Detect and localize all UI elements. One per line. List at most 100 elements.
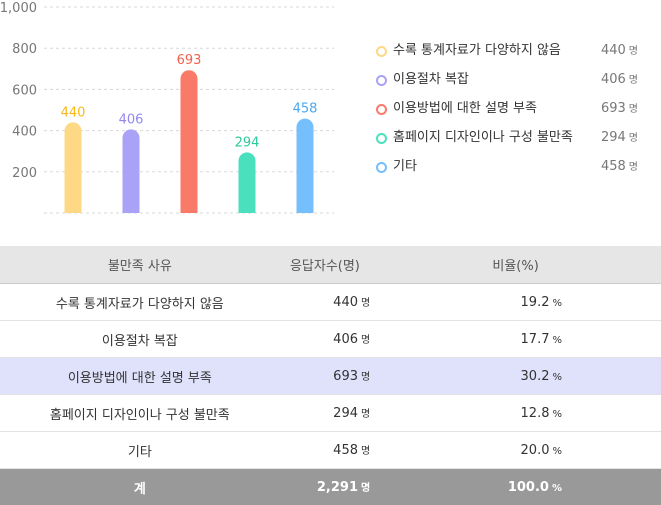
- bar: [123, 129, 140, 213]
- legend-label: 기타: [393, 156, 417, 178]
- dissatisfaction-table: 불만족 사유 응답자수(명) 비율(%) 수록 통계자료가 다양하지 않음 440…: [0, 246, 661, 505]
- legend-label: 수록 통계자료가 다양하지 않음: [393, 40, 561, 62]
- cell-reason-value: 홈페이지 디자인이나 구성 불만족: [50, 408, 230, 423]
- cell-ratio-value: 30.2: [521, 369, 550, 384]
- cell-ratio: 30.2%: [370, 358, 661, 395]
- cell-count-unit: 명: [361, 483, 370, 494]
- bar: [297, 119, 314, 213]
- bar-value-label: 458: [293, 102, 318, 117]
- y-tick-label: 600: [12, 83, 37, 98]
- cell-ratio-value: 20.0: [521, 443, 550, 458]
- legend-label: 이용방법에 대한 설명 부족: [393, 98, 537, 120]
- bar: [239, 152, 256, 213]
- cell-count-value: 294: [333, 406, 358, 421]
- cell-ratio-unit: %: [552, 335, 562, 346]
- legend-marker-icon: [376, 133, 387, 144]
- cell-count-value: 406: [333, 332, 358, 347]
- legend-value-number: 440: [601, 43, 626, 58]
- legend-value-number: 693: [601, 101, 626, 116]
- legend-value-number: 406: [601, 72, 626, 87]
- bar-value-label: 294: [235, 135, 260, 150]
- cell-ratio-unit: %: [552, 446, 562, 457]
- legend-unit: 명: [629, 133, 638, 144]
- legend-value-number: 458: [601, 159, 626, 174]
- header-count: 응답자수(명): [280, 246, 371, 284]
- legend-marker-icon: [376, 162, 387, 173]
- legend-unit: 명: [629, 75, 638, 86]
- cell-count-unit: 명: [361, 298, 370, 309]
- cell-reason-value: 기타: [128, 445, 152, 460]
- cell-ratio-unit: %: [552, 298, 562, 309]
- table-header-row: 불만족 사유 응답자수(명) 비율(%): [0, 246, 661, 284]
- y-tick-label: 200: [12, 166, 37, 181]
- cell-reason-value: 이용절차 복잡: [102, 334, 178, 349]
- cell-reason-value: 이용방법에 대한 설명 부족: [68, 371, 212, 386]
- cell-ratio-unit: %: [552, 483, 562, 494]
- cell-reason-value: 계: [134, 482, 146, 497]
- bar-value-label: 406: [119, 112, 144, 127]
- cell-ratio-unit: %: [552, 372, 562, 383]
- cell-ratio: 17.7%: [370, 321, 661, 358]
- cell-ratio-value: 19.2: [521, 295, 550, 310]
- cell-ratio: 100.0%: [370, 469, 661, 505]
- cell-reason: 계: [0, 469, 280, 505]
- bar: [65, 122, 82, 213]
- cell-ratio-value: 12.8: [521, 406, 550, 421]
- y-tick-label: 800: [12, 42, 37, 57]
- bar: [181, 70, 198, 213]
- cell-count-unit: 명: [361, 446, 370, 457]
- cell-ratio-value: 17.7: [521, 332, 550, 347]
- cell-ratio: 19.2%: [370, 284, 661, 321]
- cell-count-value: 458: [333, 443, 358, 458]
- cell-count-unit: 명: [361, 372, 370, 383]
- cell-ratio: 12.8%: [370, 395, 661, 432]
- cell-count-value: 2,291: [317, 480, 358, 495]
- cell-reason-value: 수록 통계자료가 다양하지 않음: [56, 297, 224, 312]
- header-ratio: 비율(%): [370, 246, 661, 284]
- legend-label: 홈페이지 디자인이나 구성 불만족: [393, 127, 573, 149]
- cell-count-unit: 명: [361, 335, 370, 346]
- cell-ratio-value: 100.0: [508, 480, 549, 495]
- cell-ratio: 20.0%: [370, 432, 661, 469]
- legend-unit: 명: [629, 46, 638, 57]
- cell-count-unit: 명: [361, 409, 370, 420]
- y-tick-label: 1,000: [0, 1, 37, 16]
- legend-value-number: 294: [601, 130, 626, 145]
- legend-marker-icon: [376, 104, 387, 115]
- cell-count-value: 440: [333, 295, 358, 310]
- cell-ratio-unit: %: [552, 409, 562, 420]
- cell-count-value: 693: [333, 369, 358, 384]
- legend-unit: 명: [629, 104, 638, 115]
- cell-reason: 수록 통계자료가 다양하지 않음: [0, 284, 280, 321]
- legend-label: 이용절차 복잡: [393, 69, 469, 91]
- cell-reason: 기타: [0, 432, 280, 469]
- legend-marker-icon: [376, 46, 387, 57]
- cell-reason: 홈페이지 디자인이나 구성 불만족: [0, 395, 280, 432]
- bar-value-label: 440: [61, 105, 86, 120]
- bar-value-label: 693: [177, 53, 202, 68]
- cell-reason: 이용절차 복잡: [0, 321, 280, 358]
- legend-unit: 명: [629, 162, 638, 173]
- header-reason: 불만족 사유: [0, 246, 280, 284]
- legend-marker-icon: [376, 75, 387, 86]
